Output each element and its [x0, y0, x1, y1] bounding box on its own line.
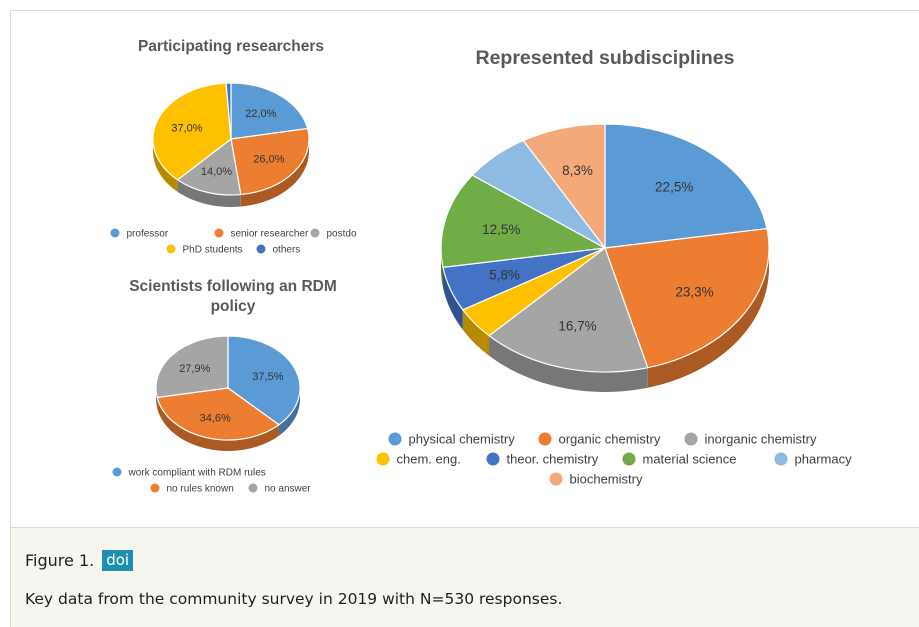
pie-side-4: [462, 309, 490, 356]
chart-title: Participating researchers: [138, 38, 324, 55]
chart-title: Represented subdisciplines: [476, 47, 735, 69]
legend-label: postdo: [327, 229, 357, 240]
legend-marker: [256, 244, 266, 254]
pie-chart-1: 22,0% 26,0% 14,0% 37,0% Participating resear…: [110, 38, 357, 256]
chart-title: policy: [211, 298, 256, 315]
caption-text: Key data from the community survey in 20…: [25, 590, 563, 608]
pie-side-3: [489, 335, 648, 392]
caption-heading: Figure 1. doi: [25, 550, 134, 571]
legend-marker: [376, 452, 390, 466]
legend-label: professor: [127, 229, 169, 240]
pie-value-label: 37,5%: [252, 371, 283, 383]
legend-label: no rules known: [167, 484, 234, 495]
legend-label: biochemistry: [570, 472, 643, 487]
legend-label: chem. eng.: [397, 452, 461, 467]
legend-marker: [538, 432, 552, 446]
legend-marker: [166, 244, 176, 254]
pie-side-walls: [441, 248, 769, 392]
legend-label: inorganic chemistry: [705, 432, 817, 447]
legend-marker: [774, 452, 788, 466]
pie-slice-work-compliant-with-rdm-rules: [227, 335, 301, 426]
charts-canvas: 22,0% 26,0% 14,0% 37,0% Participating resear…: [110, 38, 853, 495]
pie-slice-postdo: [176, 137, 242, 196]
legend-label: no answer: [265, 484, 312, 495]
pie-side-4: [153, 139, 178, 192]
pie-slice-senior-researcher: [230, 127, 310, 196]
legend-marker: [112, 467, 122, 477]
pie-value-label: 27,9%: [179, 363, 210, 375]
legend-label: PhD students: [183, 245, 243, 256]
pie-value-label: 26,0%: [253, 154, 284, 166]
pie-slice-organic-chemistry: [604, 227, 770, 369]
pie-slice-professor: [230, 82, 309, 140]
figure-image: 22,0% 26,0% 14,0% 37,0% Participating resear…: [10, 10, 919, 527]
legend-marker: [684, 432, 698, 446]
legend-label: others: [273, 245, 301, 256]
legend-label: senior researcher: [231, 229, 309, 240]
figure-caption: Figure 1. doi Key data from the communit…: [10, 527, 919, 627]
legend-marker: [248, 483, 258, 493]
pie-side-walls: [153, 139, 309, 207]
pie-slice-no-rules-known: [156, 387, 280, 441]
pie-chart-2: 37,5% 34,6% 27,9% Scientists following an R…: [112, 278, 337, 495]
pie-slice-biochemistry: [522, 123, 606, 250]
pie-value-label: 12,5%: [482, 222, 520, 237]
pie-slice-physical-chemistry: [604, 123, 768, 249]
legend-marker: [150, 483, 160, 493]
legend-marker: [549, 472, 563, 486]
pie-value-label: 34,6%: [200, 413, 231, 425]
legend-label: organic chemistry: [559, 432, 661, 447]
legend-marker: [110, 228, 120, 238]
legend-label: physical chemistry: [409, 432, 516, 447]
legend-marker: [486, 452, 500, 466]
legend-marker: [310, 228, 320, 238]
pie-side-5: [443, 267, 463, 330]
pie-value-label: 8,3%: [562, 163, 593, 178]
doi-link[interactable]: doi: [102, 550, 134, 571]
pie-side-2: [240, 139, 309, 207]
chart-legend: work compliant with RDM rules no rules kn…: [112, 467, 312, 495]
pie-value-label: 22,0%: [245, 108, 276, 120]
legend-marker: [214, 228, 224, 238]
pie-chart-3: 22,5% 23,3% 16,7% 5,8% 12,5% 8,3% Represented …: [376, 47, 853, 487]
pie-slice-phd-students: [152, 82, 232, 181]
pie-slice-others: [225, 82, 232, 140]
pie-slice-no-answer: [155, 335, 229, 399]
pie-value-label: 5,8%: [489, 268, 520, 283]
pie-side-1: [278, 388, 300, 436]
chart-legend: physical chemistry organic chemistry inorg…: [376, 432, 853, 487]
legend-label: theor. chemistry: [507, 452, 599, 467]
figure-label: Figure 1.: [25, 551, 95, 570]
chart-legend: professor senior researcher postdo PhD stud…: [110, 228, 357, 256]
pie-slice-inorganic-chemistry: [488, 247, 649, 373]
pie-slice-material-science: [440, 174, 607, 269]
pie-value-label: 16,7%: [558, 319, 596, 334]
pie-value-label: 22,5%: [655, 179, 693, 194]
chart-title: Scientists following an RDM: [129, 278, 337, 295]
pie-value-label: 37,0%: [171, 123, 202, 135]
legend-marker: [622, 452, 636, 466]
legend-label: pharmacy: [795, 452, 853, 467]
pie-value-label: 14,0%: [201, 166, 232, 178]
legend-label: work compliant with RDM rules: [128, 468, 266, 479]
pie-value-label: 23,3%: [675, 285, 713, 300]
pie-side-2: [647, 248, 769, 388]
pie-side-2: [157, 397, 279, 451]
pie-side-3: [177, 179, 241, 207]
legend-label: material science: [643, 452, 737, 467]
legend-marker: [388, 432, 402, 446]
